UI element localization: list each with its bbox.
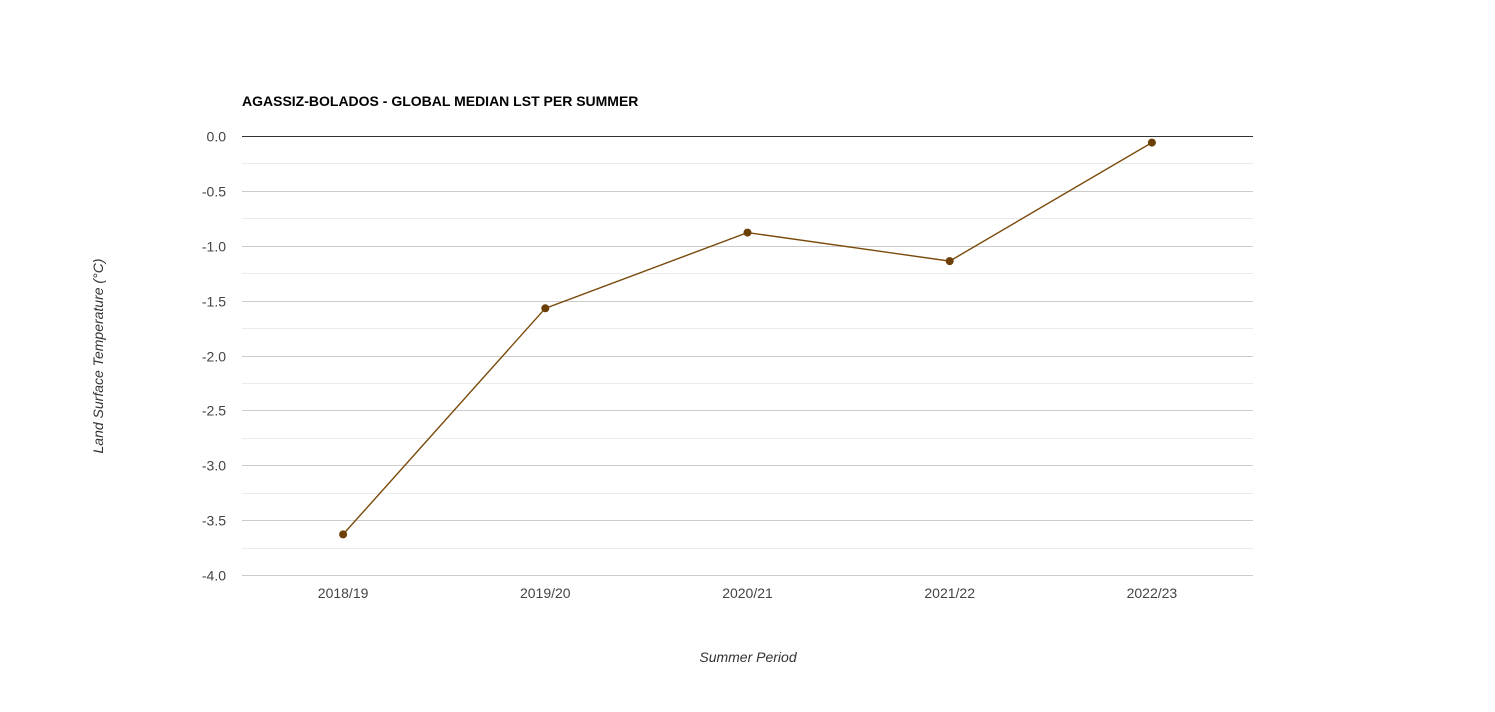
grid-lines bbox=[242, 136, 1253, 576]
x-axis-title: Summer Period bbox=[699, 649, 797, 665]
series-line bbox=[342, 141, 1153, 535]
y-tick-label: -0.5 bbox=[202, 184, 226, 200]
chart-title: AGASSIZ-BOLADOS - GLOBAL MEDIAN LST PER … bbox=[242, 93, 638, 109]
series-layer bbox=[339, 138, 1156, 539]
data-point[interactable] bbox=[1147, 138, 1156, 147]
data-point[interactable] bbox=[945, 257, 954, 266]
y-axis-title: Land Surface Temperature (°C) bbox=[90, 259, 106, 454]
y-tick-label: -3.0 bbox=[202, 458, 226, 474]
y-tick-label: -4.0 bbox=[202, 568, 226, 584]
y-tick-label: 0.0 bbox=[207, 129, 227, 145]
y-tick-label: -2.5 bbox=[202, 403, 226, 419]
x-tick-label: 2020/21 bbox=[722, 585, 773, 601]
x-tick-label: 2018/19 bbox=[318, 585, 369, 601]
y-tick-label: -3.5 bbox=[202, 513, 226, 529]
x-tick-label: 2019/20 bbox=[520, 585, 571, 601]
y-axis-ticks: 0.0 -0.5 -1.0 -1.5 -2.0 -2.5 -3.0 -3.5 -4.0 bbox=[202, 129, 226, 584]
y-tick-label: -1.5 bbox=[202, 294, 226, 310]
x-tick-label: 2022/23 bbox=[1127, 585, 1178, 601]
x-tick-label: 2021/22 bbox=[924, 585, 975, 601]
data-point[interactable] bbox=[339, 530, 348, 539]
x-axis-ticks: 2018/19 2019/20 2020/21 2021/22 2022/23 bbox=[318, 585, 1178, 601]
y-tick-label: -2.0 bbox=[202, 349, 226, 365]
y-tick-label: -1.0 bbox=[202, 239, 226, 255]
data-point[interactable] bbox=[743, 228, 752, 237]
data-point[interactable] bbox=[541, 304, 550, 313]
